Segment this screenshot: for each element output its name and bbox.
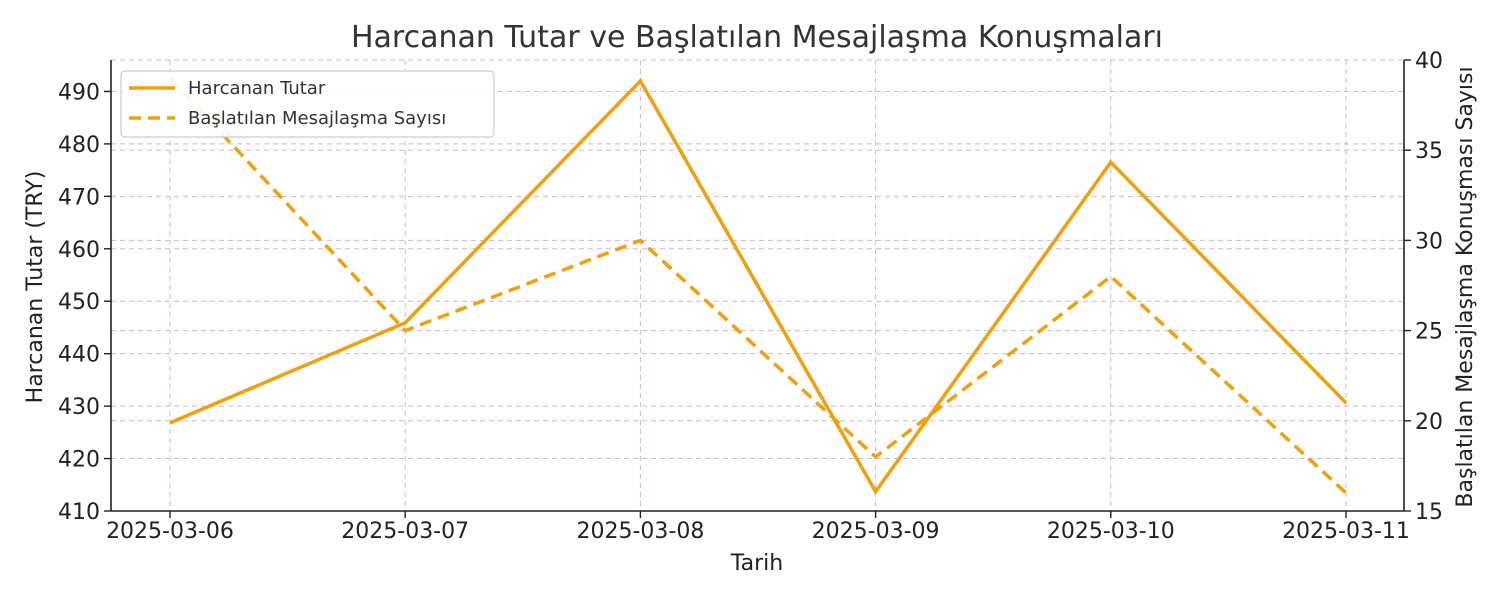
- x-tick-label: 2025-03-11: [1282, 519, 1410, 544]
- left-y-tick-label: 480: [58, 133, 100, 158]
- series-lines: [168, 76, 1348, 495]
- x-tick-label: 2025-03-10: [1047, 519, 1175, 544]
- right-y-tick-label: 30: [1415, 229, 1443, 254]
- series-line-mesajlasma-sayisi: [168, 76, 1348, 495]
- legend-box: [120, 70, 495, 138]
- left-y-tick-label: 470: [58, 185, 100, 210]
- left-y-tick-label: 430: [58, 395, 100, 420]
- left-y-tick-label: 460: [58, 238, 100, 263]
- series-line-harcanan-tutar: [169, 78, 1348, 495]
- legend: Harcanan Tutar Başlatılan Mesajlaşma Sayı…: [120, 70, 495, 138]
- right-y-tick-label: 40: [1415, 49, 1443, 74]
- x-tick-label: 2025-03-09: [812, 519, 940, 544]
- legend-entry: Başlatılan Mesajlaşma Sayısı: [188, 108, 446, 129]
- left-y-tick-label: 410: [58, 500, 100, 525]
- axes: 2025-03-06 2025-03-07 2025-03-08 2025-03-09…: [58, 49, 1443, 544]
- left-y-axis-label: Harcanan Tutar (TRY): [23, 171, 48, 404]
- right-y-tick-label: 25: [1415, 320, 1443, 345]
- right-y-tick-label: 35: [1415, 139, 1443, 164]
- chart-title: Harcanan Tutar ve Başlatılan Mesajlaşma …: [351, 20, 1163, 55]
- legend-entry: Harcanan Tutar: [188, 78, 326, 99]
- right-y-axis-label: Başlatılan Mesajlaşma Konuşması Sayısı: [1453, 66, 1478, 507]
- x-tick-label: 2025-03-07: [341, 519, 469, 544]
- left-y-tick-label: 440: [58, 343, 100, 368]
- x-axis-label: Tarih: [730, 551, 783, 576]
- left-y-tick-label: 490: [58, 80, 100, 105]
- left-y-tick-label: 450: [58, 290, 100, 315]
- left-y-tick-label: 420: [58, 448, 100, 473]
- x-tick-label: 2025-03-06: [106, 519, 234, 544]
- right-y-tick-label: 15: [1415, 500, 1443, 525]
- x-tick-label: 2025-03-08: [576, 519, 704, 544]
- right-y-tick-label: 20: [1415, 410, 1443, 435]
